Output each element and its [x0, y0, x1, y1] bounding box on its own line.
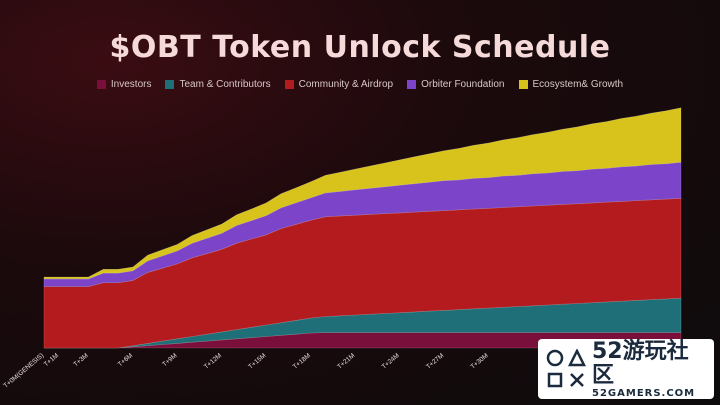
watermark-logo: 52游玩社区 52GAMERS.COM [538, 339, 714, 399]
x-tick-label: T+1M [43, 352, 60, 368]
legend-swatch [407, 80, 417, 89]
legend-label: Team & Contributors [179, 79, 271, 90]
legend-label: Investors [110, 79, 152, 90]
legend-item: Community & Airdrop [284, 79, 394, 90]
legend-swatch [165, 80, 175, 89]
x-tick-label: T+6M [117, 352, 134, 368]
x-tick-label: T+15M [247, 352, 267, 370]
watermark-sub: 52GAMERS.COM [592, 387, 696, 399]
legend-swatch [518, 80, 528, 89]
x-tick-label: T+0M(GENESIS) [2, 352, 45, 390]
legend-swatch [96, 80, 106, 89]
x-tick-label: T+18M [292, 352, 312, 370]
legend-item: Investors [96, 79, 152, 90]
x-tick-label: T+12M [203, 352, 223, 370]
x-tick-label: T+21M [336, 352, 356, 370]
x-tick-label: T+27M [425, 352, 445, 370]
triangle-icon [568, 349, 586, 367]
legend-label: Community & Airdrop [298, 79, 394, 90]
legend-item: Ecosystem& Growth [518, 79, 624, 90]
watermark-icons [546, 349, 586, 389]
square-icon [547, 372, 563, 388]
x-tick-label: T+30M [470, 352, 490, 370]
chart-legend: Investors Team & Contributors Community & … [0, 79, 720, 90]
x-tick-label: T+9M [161, 352, 178, 368]
cross-icon [570, 373, 584, 387]
chart-title: $OBT Token Unlock Schedule [109, 30, 611, 65]
series-area-4 [43, 107, 682, 280]
legend-label: Ecosystem& Growth [532, 79, 624, 90]
legend-label: Orbiter Foundation [421, 79, 505, 90]
legend-item: Team & Contributors [165, 79, 271, 90]
circle-icon [546, 349, 564, 367]
x-tick-label: T+3M [72, 352, 89, 368]
legend-item: Orbiter Foundation [407, 79, 505, 90]
x-tick-label: T+24M [381, 352, 401, 370]
legend-swatch [284, 80, 294, 89]
watermark-main: 52游玩社区 [592, 338, 689, 388]
